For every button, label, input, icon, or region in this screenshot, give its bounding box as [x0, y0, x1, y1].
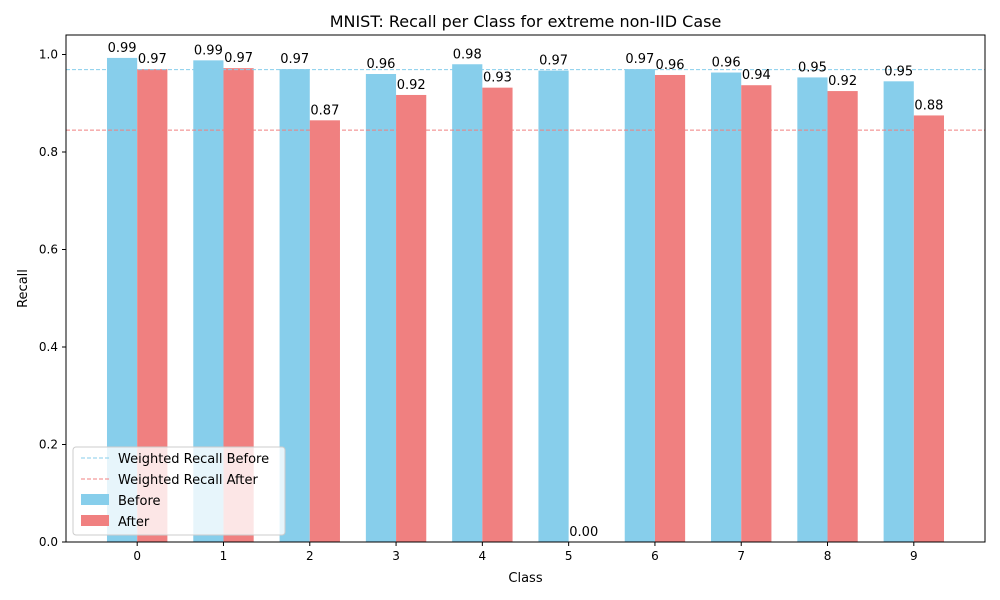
data-label-before-class-4: 0.98 — [453, 47, 482, 62]
data-label-after-class-5: 0.00 — [569, 525, 598, 540]
data-label-after-class-4: 0.93 — [483, 71, 512, 86]
bar-after-class-7 — [741, 85, 772, 543]
bar-after-class-3 — [396, 94, 427, 543]
data-label-before-class-1: 0.99 — [194, 43, 223, 58]
bar-before-class-4 — [452, 64, 483, 542]
y-tick-label-0.4: 0.4 — [39, 340, 58, 354]
y-tick-label-0.8: 0.8 — [39, 145, 58, 159]
data-label-before-class-8: 0.95 — [798, 60, 827, 75]
y-tick-label-0.6: 0.6 — [39, 243, 58, 257]
x-tick-label-9: 9 — [910, 549, 918, 563]
x-tick-label-1: 1 — [220, 549, 228, 563]
data-labels-layer: 0.99 0.990.97 0.960.98 0.97 0.97 0.96 0.95 0.95… — [108, 41, 944, 540]
y-axis: 0.0 0.2 0.4 0.6 0.8 1.0 — [39, 48, 66, 549]
bar-after-class-9 — [913, 115, 945, 542]
legend-box — [72, 446, 286, 536]
legend-swatch-before — [81, 494, 109, 505]
x-axis: 0 1 2 3 4 5 6 7 8 9 — [133, 542, 918, 563]
bar-before-class-9 — [883, 81, 914, 542]
x-tick-label-5: 5 — [565, 549, 573, 563]
y-axis-label: Recall — [16, 269, 31, 308]
data-label-after-class-8: 0.92 — [828, 74, 857, 89]
data-label-before-class-6: 0.97 — [625, 52, 654, 67]
x-tick-label-3: 3 — [392, 549, 400, 563]
reference-lines-layer — [66, 69, 985, 131]
bar-after-class-4 — [482, 87, 513, 543]
data-label-before-class-0: 0.99 — [108, 41, 137, 56]
bar-before-class-3 — [365, 74, 397, 542]
plot-frame — [65, 34, 986, 543]
legend-label-weighted-recall-after: Weighted Recall After — [118, 473, 258, 488]
data-label-after-class-3: 0.92 — [397, 78, 426, 93]
bar-before-class-8 — [797, 77, 828, 542]
legend-swatch-after — [81, 515, 109, 526]
bar-before-class-5 — [538, 70, 569, 543]
chart-title: MNIST: Recall per Class for extreme non-… — [330, 12, 722, 31]
legend-label-before: Before — [118, 494, 161, 509]
bar-before-class-6 — [624, 69, 655, 542]
data-label-after-class-6: 0.96 — [656, 58, 685, 73]
data-label-before-class-3: 0.96 — [366, 57, 395, 72]
y-tick-label-0.2: 0.2 — [39, 438, 58, 452]
legend: Weighted Recall Before Weighted Recall Af… — [72, 446, 286, 536]
x-tick-label-8: 8 — [824, 549, 832, 563]
data-label-after-class-0: 0.97 — [138, 52, 167, 67]
x-tick-label-6: 6 — [651, 549, 659, 563]
data-label-before-class-5: 0.97 — [539, 54, 568, 69]
bar-after-class-6 — [654, 74, 686, 542]
y-tick-label-1.0: 1.0 — [39, 48, 58, 62]
x-tick-label-2: 2 — [306, 549, 314, 563]
data-label-after-class-7: 0.94 — [742, 68, 771, 83]
bar-after-class-8 — [827, 91, 858, 542]
y-tick-label-0.0: 0.0 — [39, 535, 58, 549]
x-tick-label-0: 0 — [133, 549, 141, 563]
legend-label-weighted-recall-before: Weighted Recall Before — [118, 452, 269, 467]
x-axis-label: Class — [508, 571, 542, 586]
legend-label-after: After — [118, 515, 150, 530]
x-tick-label-7: 7 — [737, 549, 745, 563]
bars-layer — [106, 57, 945, 543]
data-label-before-class-9: 0.95 — [884, 64, 913, 79]
data-label-before-class-7: 0.96 — [712, 56, 741, 71]
x-tick-label-4: 4 — [479, 549, 487, 563]
data-label-after-class-1: 0.97 — [224, 51, 253, 66]
data-label-after-class-9: 0.88 — [914, 98, 943, 113]
bar-before-class-7 — [711, 72, 742, 542]
bar-after-class-2 — [309, 120, 340, 542]
data-label-after-class-2: 0.87 — [310, 103, 339, 118]
data-label-before-class-2: 0.97 — [280, 52, 309, 67]
